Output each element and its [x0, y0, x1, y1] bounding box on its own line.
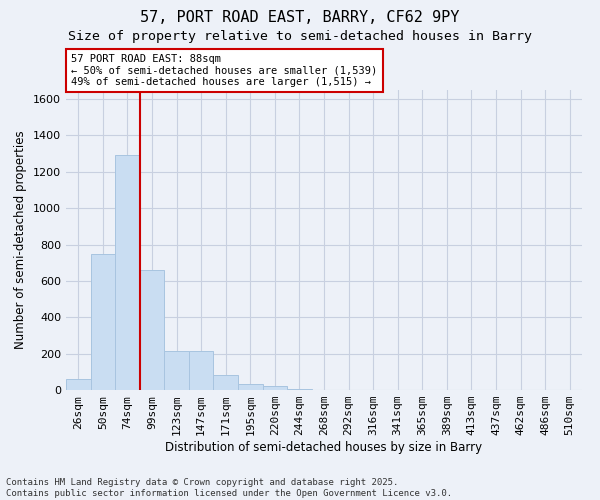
Bar	[140, 270, 164, 390]
Bar	[66, 379, 91, 390]
Text: Size of property relative to semi-detached houses in Barry: Size of property relative to semi-detach…	[68, 30, 532, 43]
Bar	[115, 156, 140, 390]
Bar	[263, 386, 287, 390]
Text: 57 PORT ROAD EAST: 88sqm
← 50% of semi-detached houses are smaller (1,539)
49% o: 57 PORT ROAD EAST: 88sqm ← 50% of semi-d…	[71, 54, 377, 87]
Y-axis label: Number of semi-detached properties: Number of semi-detached properties	[14, 130, 28, 350]
Bar	[189, 351, 214, 390]
Bar	[238, 384, 263, 390]
X-axis label: Distribution of semi-detached houses by size in Barry: Distribution of semi-detached houses by …	[166, 441, 482, 454]
Bar	[214, 376, 238, 390]
Bar	[91, 254, 115, 390]
Bar	[164, 351, 189, 390]
Text: 57, PORT ROAD EAST, BARRY, CF62 9PY: 57, PORT ROAD EAST, BARRY, CF62 9PY	[140, 10, 460, 25]
Bar	[287, 388, 312, 390]
Text: Contains HM Land Registry data © Crown copyright and database right 2025.
Contai: Contains HM Land Registry data © Crown c…	[6, 478, 452, 498]
